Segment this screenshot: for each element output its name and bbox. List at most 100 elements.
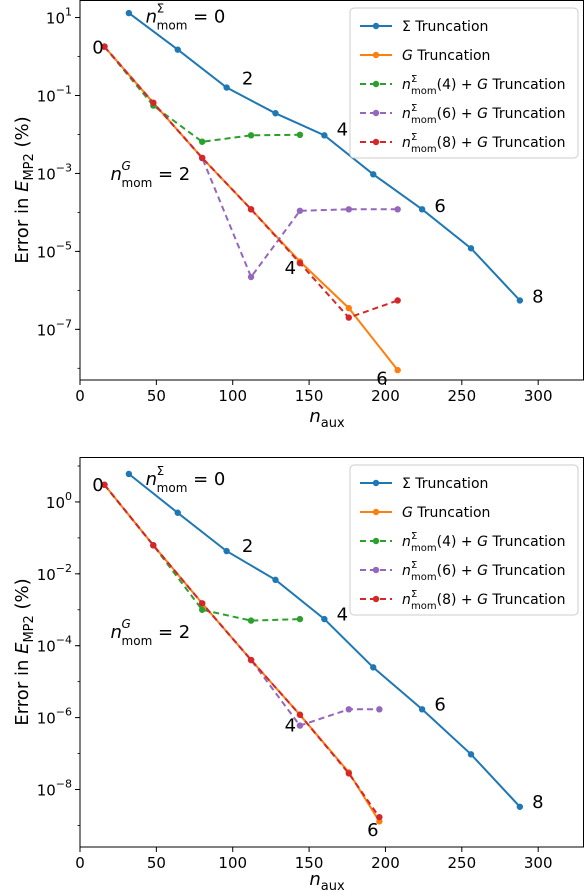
- annotation-label: 6: [376, 368, 387, 389]
- x-tick-label: 250: [447, 387, 476, 405]
- data-point: [376, 813, 383, 821]
- legend-frame: [349, 464, 579, 616]
- y-tick-label: 10−2: [37, 562, 72, 584]
- annotation-label: 0: [92, 475, 103, 496]
- data-point: [198, 606, 206, 613]
- x-tick-label: 100: [218, 854, 247, 872]
- chart-panel-2: 0 50 100 150 200 250 300 naux 100 10−2 10−4 10−6 10−…: [12, 457, 584, 892]
- legend-entry: nΣ mom(8) + G Truncation: [402, 589, 565, 612]
- annotation-label: 8: [532, 792, 543, 813]
- legend-marker: [372, 508, 380, 516]
- x-tick-label: 300: [524, 854, 553, 872]
- data-point: [150, 542, 157, 549]
- data-point: [296, 615, 304, 623]
- data-point: [296, 711, 304, 718]
- y-tick-label: 10−4: [37, 634, 72, 656]
- data-point: [125, 470, 133, 478]
- data-point: [394, 366, 401, 374]
- x-tick-label: 150: [295, 387, 324, 405]
- series-line-5: [103, 484, 381, 818]
- x-tick-label: 50: [147, 387, 166, 405]
- data-point: [247, 206, 255, 213]
- series-line-3: [103, 45, 300, 143]
- x-tick-label: 200: [371, 387, 400, 405]
- legend-marker: [372, 109, 380, 117]
- legend: Σ Truncation G Truncation nΣ mom(4) + G Tru…: [349, 464, 579, 616]
- data-point: [101, 481, 108, 488]
- data-point: [150, 99, 157, 106]
- annotation-label: 4: [337, 119, 348, 140]
- legend-entry: nΣ mom(8) + G Truncation: [402, 132, 565, 155]
- annotation-label: 4: [337, 604, 348, 625]
- legend-marker: [372, 138, 380, 146]
- y-axis-label: Error in EMP2 (%): [12, 116, 37, 263]
- data-point: [345, 706, 352, 713]
- annotation-label: 4: [285, 258, 296, 279]
- data-point: [296, 722, 304, 729]
- data-point: [296, 131, 304, 139]
- annotation-label: 4: [285, 716, 296, 737]
- data-point: [247, 132, 255, 139]
- data-point: [247, 617, 255, 624]
- data-point: [394, 206, 401, 213]
- y-tick-label: 100: [46, 490, 72, 512]
- data-point: [370, 664, 377, 671]
- annotation-label: 6: [434, 695, 445, 716]
- y-tick-label: 10−6: [37, 706, 72, 728]
- y-axis-label: Error in EMP2 (%): [12, 578, 37, 725]
- annotation-label: 6: [367, 820, 378, 841]
- data-point: [198, 138, 206, 145]
- y-tick-label: 10−7: [37, 317, 72, 339]
- moment-label: nG mom = 2: [111, 159, 191, 190]
- data-point: [321, 615, 328, 623]
- legend: Σ Truncation G Truncation nΣ mom(4) + G Tru…: [349, 7, 579, 159]
- data-point: [247, 656, 255, 664]
- x-axis-label: naux: [309, 406, 345, 431]
- x-tick-label: 100: [218, 387, 247, 405]
- data-point: [198, 154, 206, 162]
- legend-marker: [372, 22, 380, 30]
- data-point: [516, 297, 524, 304]
- legend-entry: Σ Truncation: [402, 476, 488, 492]
- data-point: [418, 206, 426, 213]
- legend-marker: [372, 566, 380, 574]
- legend-marker: [372, 80, 380, 88]
- x-tick-label: 200: [371, 854, 400, 872]
- legend-marker: [372, 595, 380, 603]
- y-tick-label: 10−3: [37, 161, 72, 183]
- series-line-3: [103, 484, 300, 622]
- data-point: [296, 259, 304, 267]
- data-point: [272, 576, 279, 584]
- data-point: [101, 43, 108, 50]
- x-tick-label: 50: [147, 854, 166, 872]
- data-point: [247, 273, 255, 281]
- legend-entry: G Truncation: [402, 48, 490, 64]
- y-tick-label: 10−1: [37, 83, 72, 105]
- chart-panel-1: 0 50 100 150 200 250 300 naux 101 10−1 10−3 10−5 10−…: [12, 0, 584, 431]
- legend-marker: [372, 51, 380, 59]
- x-tick-label: 0: [75, 387, 85, 405]
- data-point: [321, 132, 328, 139]
- legend-marker: [372, 479, 380, 487]
- data-point: [467, 751, 475, 758]
- data-point: [418, 706, 426, 713]
- y-tick-label: 10−5: [37, 239, 72, 261]
- data-point: [174, 46, 181, 53]
- legend-frame: [349, 7, 579, 159]
- legend-entry: nΣ mom(4) + G Truncation: [402, 74, 565, 97]
- annotation-label: 2: [242, 536, 253, 557]
- data-point: [345, 304, 352, 312]
- data-point: [345, 314, 352, 321]
- x-tick-label: 300: [524, 387, 553, 405]
- data-point: [198, 600, 206, 607]
- y-tick-label: 10−8: [37, 777, 72, 799]
- data-point: [394, 297, 401, 304]
- data-point: [223, 547, 230, 555]
- data-point: [467, 245, 475, 252]
- data-point: [345, 206, 352, 213]
- data-point: [376, 706, 383, 713]
- x-tick-label: 0: [75, 854, 85, 872]
- legend-entry: nΣ mom(6) + G Truncation: [402, 560, 565, 583]
